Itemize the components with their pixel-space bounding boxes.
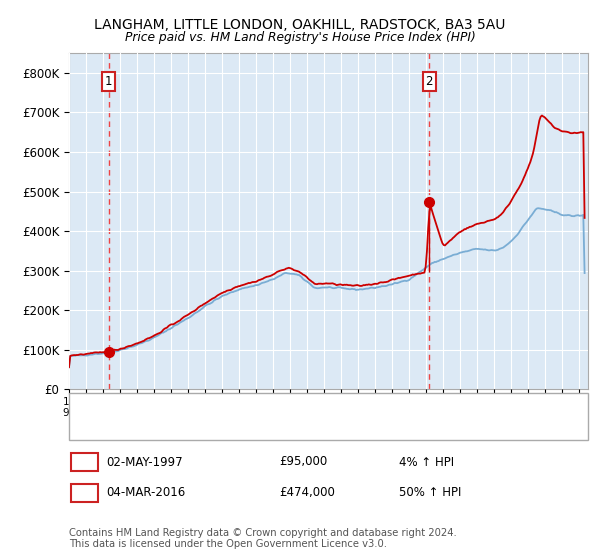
Text: 02-MAY-1997: 02-MAY-1997 [106,455,183,469]
Text: HPI: Average price, detached house, Somerset: HPI: Average price, detached house, Some… [120,423,363,433]
Text: 50% ↑ HPI: 50% ↑ HPI [399,486,461,500]
Text: 2: 2 [425,75,433,88]
Text: 4% ↑ HPI: 4% ↑ HPI [399,455,454,469]
Text: £474,000: £474,000 [279,486,335,500]
Text: 04-MAR-2016: 04-MAR-2016 [106,486,185,500]
Text: LANGHAM, LITTLE LONDON, OAKHILL, RADSTOCK, BA3 5AU (detached house): LANGHAM, LITTLE LONDON, OAKHILL, RADSTOC… [120,401,523,411]
Text: 1: 1 [105,75,112,88]
Text: LANGHAM, LITTLE LONDON, OAKHILL, RADSTOCK, BA3 5AU: LANGHAM, LITTLE LONDON, OAKHILL, RADSTOC… [94,18,506,32]
Text: Price paid vs. HM Land Registry's House Price Index (HPI): Price paid vs. HM Land Registry's House … [125,31,475,44]
Text: Contains HM Land Registry data © Crown copyright and database right 2024.
This d: Contains HM Land Registry data © Crown c… [69,528,457,549]
Text: £95,000: £95,000 [279,455,327,469]
Text: 1: 1 [80,455,88,469]
Text: 2: 2 [80,486,88,500]
